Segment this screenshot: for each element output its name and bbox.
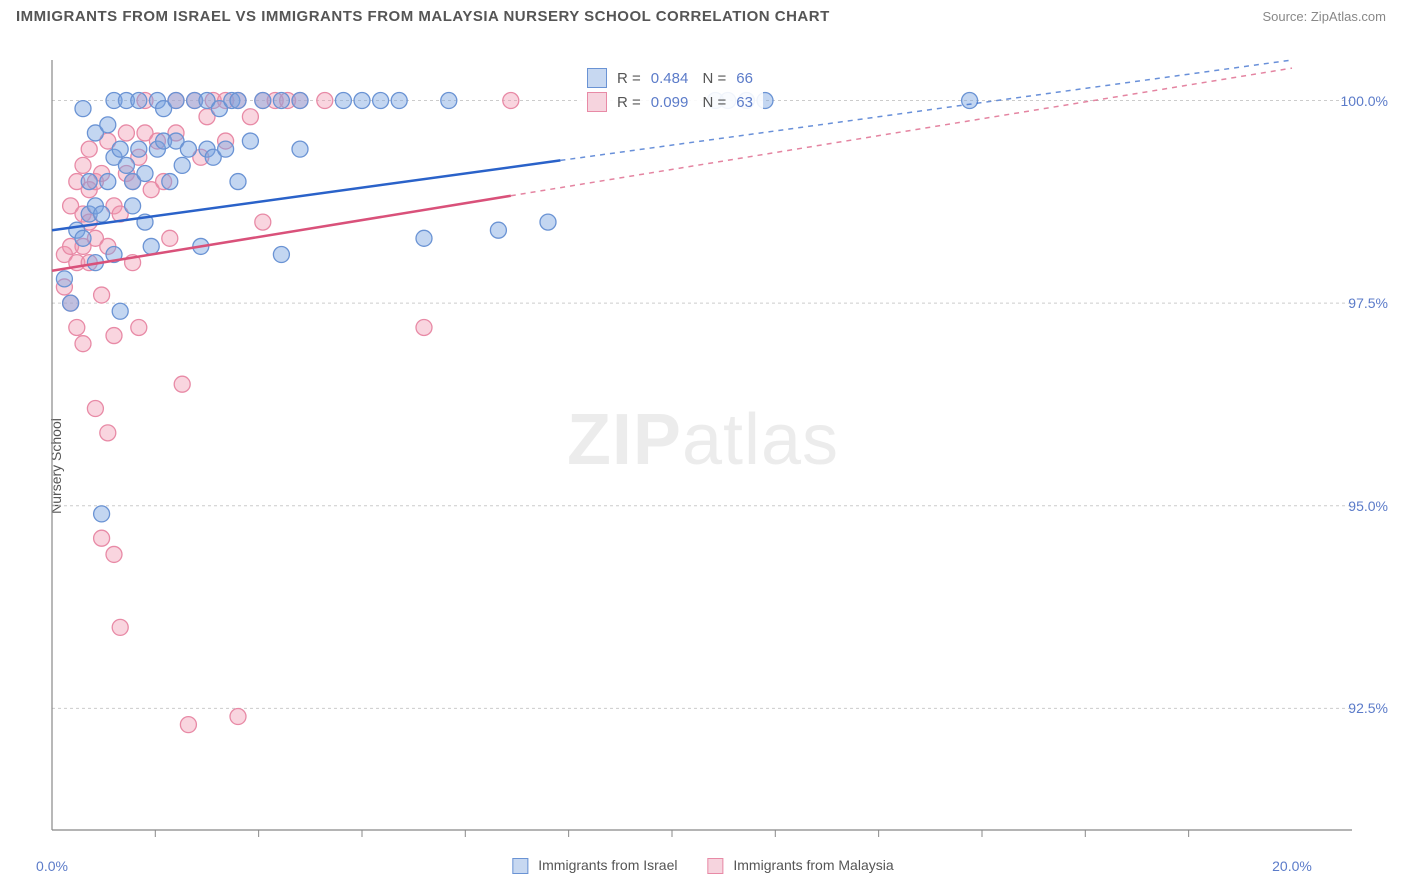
corr-r-value: 0.484 bbox=[651, 70, 689, 87]
header: IMMIGRANTS FROM ISRAEL VS IMMIGRANTS FRO… bbox=[0, 0, 1406, 33]
legend-swatch-israel bbox=[512, 858, 528, 874]
legend-label-israel: Immigrants from Israel bbox=[538, 857, 677, 873]
watermark-bold: ZIP bbox=[567, 400, 682, 480]
corr-r-value: 0.099 bbox=[651, 94, 689, 111]
legend-label-malaysia: Immigrants from Malaysia bbox=[733, 857, 893, 873]
y-tick-label: 95.0% bbox=[1348, 498, 1388, 514]
correlation-legend: R = 0.484 N = 66 R = 0.099 N = 63 bbox=[577, 62, 763, 118]
corr-r-label: R = bbox=[617, 94, 641, 111]
source-attribution: Source: ZipAtlas.com bbox=[1262, 9, 1386, 24]
source-prefix: Source: bbox=[1262, 9, 1310, 24]
bottom-legend: Immigrants from Israel Immigrants from M… bbox=[512, 857, 893, 874]
legend-item-israel: Immigrants from Israel bbox=[512, 857, 677, 874]
watermark-rest: atlas bbox=[682, 400, 839, 480]
x-tick-label: 20.0% bbox=[1272, 858, 1312, 874]
y-tick-label: 97.5% bbox=[1348, 295, 1388, 311]
corr-n-label: N = bbox=[698, 70, 726, 87]
legend-swatch-malaysia bbox=[707, 858, 723, 874]
chart-title: IMMIGRANTS FROM ISRAEL VS IMMIGRANTS FRO… bbox=[16, 8, 830, 25]
legend-item-malaysia: Immigrants from Malaysia bbox=[707, 857, 893, 874]
watermark: ZIPatlas bbox=[567, 399, 839, 481]
x-tick-label: 0.0% bbox=[36, 858, 68, 874]
corr-legend-swatch bbox=[587, 68, 607, 88]
source-name: ZipAtlas.com bbox=[1311, 9, 1386, 24]
corr-n-value: 66 bbox=[736, 70, 753, 87]
y-tick-label: 92.5% bbox=[1348, 700, 1388, 716]
corr-legend-row: R = 0.099 N = 63 bbox=[587, 90, 753, 114]
chart-area: Nursery School ZIPatlas R =0.484 N =66R … bbox=[0, 40, 1406, 892]
y-tick-label: 100.0% bbox=[1341, 93, 1388, 109]
corr-legend-swatch bbox=[587, 92, 607, 112]
corr-n-value: 63 bbox=[736, 94, 753, 111]
corr-legend-row: R = 0.484 N = 66 bbox=[587, 66, 753, 90]
corr-r-label: R = bbox=[617, 70, 641, 87]
corr-n-label: N = bbox=[698, 94, 726, 111]
